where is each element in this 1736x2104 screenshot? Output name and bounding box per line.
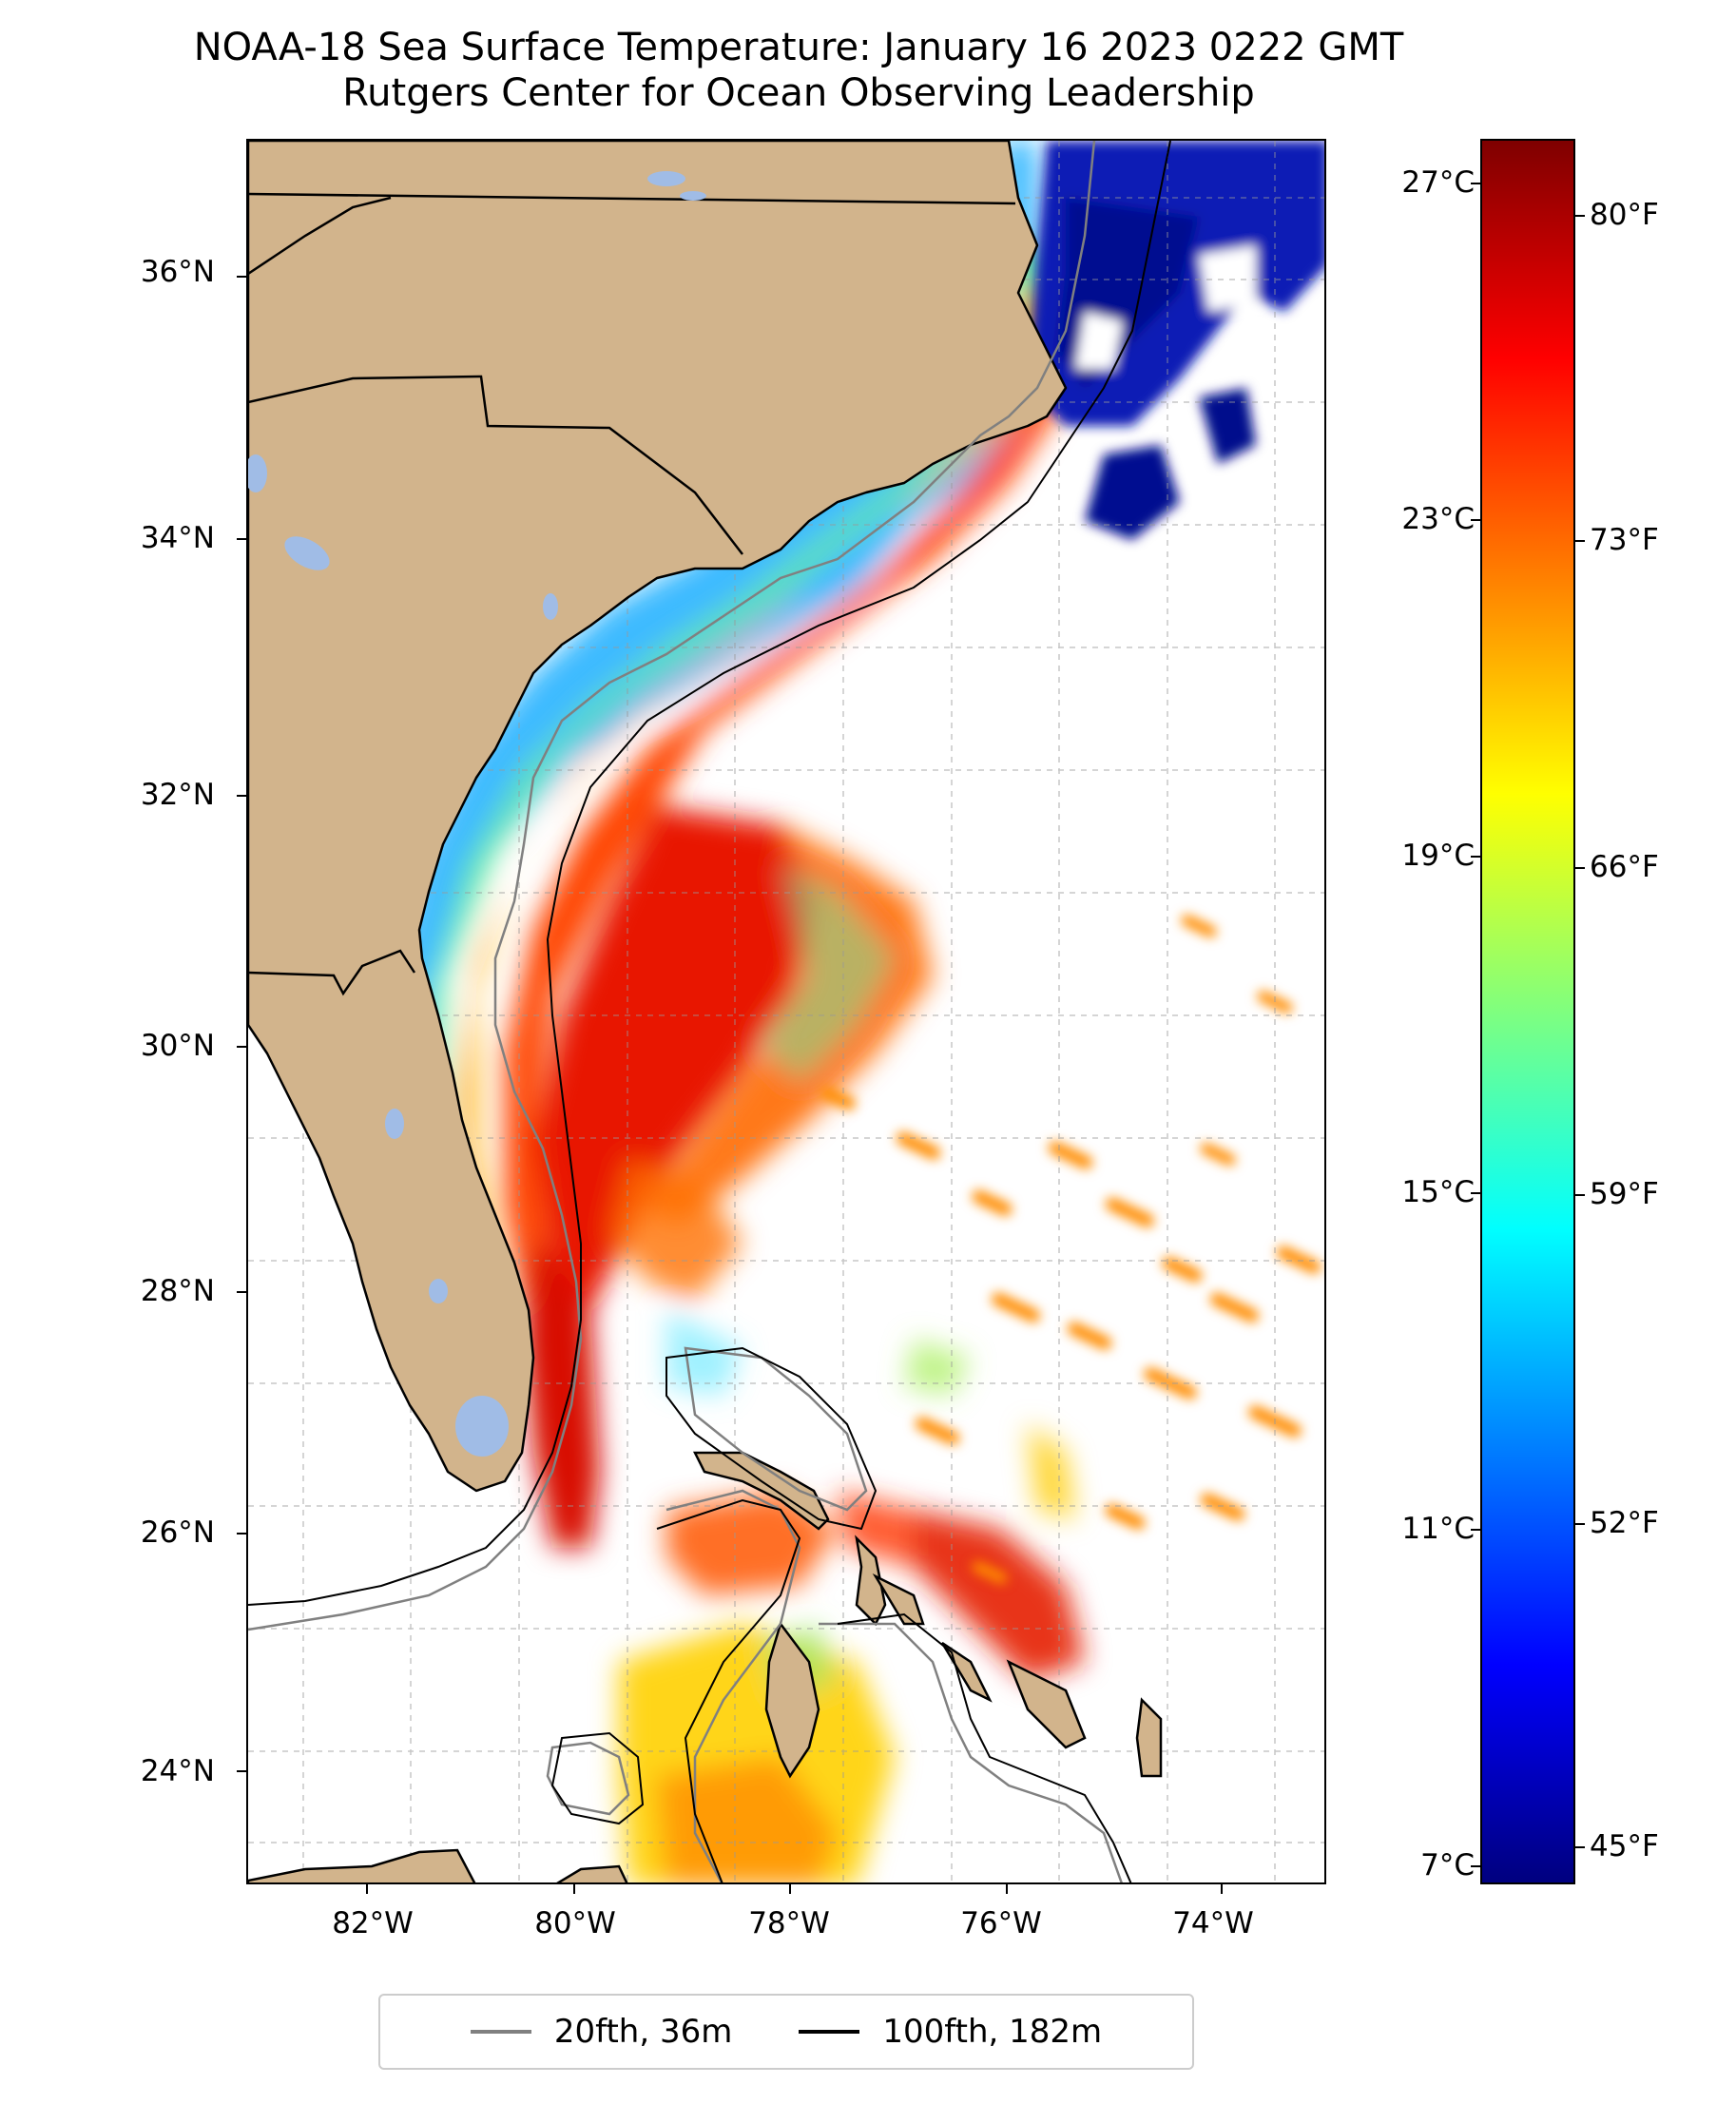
colorbar-celsius-label: 23°C bbox=[1401, 502, 1475, 536]
lon-tick bbox=[1006, 1884, 1008, 1894]
lat-tick bbox=[237, 1046, 246, 1048]
title-line-1: NOAA-18 Sea Surface Temperature: January… bbox=[193, 26, 1404, 69]
lat-tick bbox=[237, 538, 246, 540]
isobath-100fth bbox=[248, 141, 1171, 1882]
colorbar-tick bbox=[1471, 1192, 1480, 1194]
colorbar-tick bbox=[1575, 1523, 1585, 1525]
lat-label: 30°N bbox=[140, 1029, 215, 1063]
colorbar-celsius-label: 7°C bbox=[1420, 1848, 1475, 1882]
colorbar-tick bbox=[1471, 519, 1480, 521]
lat-tick bbox=[237, 276, 246, 278]
colorbar-tick bbox=[1575, 215, 1585, 217]
colorbar-tick bbox=[1575, 1194, 1585, 1196]
lon-tick bbox=[573, 1884, 575, 1894]
legend-swatch-black bbox=[799, 2030, 860, 2034]
lakes bbox=[248, 171, 706, 1457]
colorbar-celsius-label: 15°C bbox=[1401, 1175, 1475, 1209]
lon-tick bbox=[1221, 1884, 1223, 1894]
lat-label: 28°N bbox=[140, 1274, 215, 1308]
cuba-land bbox=[248, 1848, 476, 1882]
lon-label: 80°W bbox=[534, 1906, 616, 1940]
lat-tick bbox=[237, 1533, 246, 1535]
lon-label: 78°W bbox=[748, 1906, 830, 1940]
lat-label: 24°N bbox=[140, 1754, 215, 1788]
colorbar-fahrenheit-label: 52°F bbox=[1590, 1506, 1659, 1540]
legend: 20fth, 36m 100fth, 182m bbox=[378, 1994, 1194, 2070]
lon-label: 76°W bbox=[960, 1906, 1042, 1940]
title-line-2: Rutgers Center for Ocean Observing Leade… bbox=[342, 71, 1255, 115]
us-land bbox=[248, 141, 1068, 1493]
legend-label: 20fth, 36m bbox=[553, 2013, 733, 2051]
map-canvas bbox=[248, 141, 1324, 1882]
colorbar-tick bbox=[1471, 1865, 1480, 1867]
colorbar-celsius-label: 11°C bbox=[1401, 1512, 1475, 1546]
legend-label: 100fth, 182m bbox=[882, 2013, 1103, 2051]
colorbar-fahrenheit-label: 73°F bbox=[1590, 523, 1659, 557]
colorbar bbox=[1480, 139, 1575, 1884]
colorbar-celsius-label: 19°C bbox=[1401, 839, 1475, 873]
lon-label: 82°W bbox=[332, 1906, 414, 1940]
state-borders bbox=[248, 192, 1016, 996]
colorbar-fahrenheit-label: 45°F bbox=[1590, 1829, 1659, 1863]
colorbar-tick bbox=[1575, 867, 1585, 869]
lon-label: 74°W bbox=[1172, 1906, 1254, 1940]
lat-label: 32°N bbox=[140, 778, 215, 812]
colorbar-celsius-label: 27°C bbox=[1401, 165, 1475, 200]
legend-item-20fth: 20fth, 36m bbox=[470, 2013, 733, 2051]
colorbar-tick bbox=[1471, 856, 1480, 858]
colorbar-tick bbox=[1575, 540, 1585, 542]
cuba-land-east bbox=[556, 1864, 628, 1882]
legend-swatch-gray bbox=[470, 2030, 531, 2034]
colorbar-tick bbox=[1575, 1846, 1585, 1848]
bahamas-islands bbox=[692, 1451, 1163, 1779]
cold-water bbox=[1028, 141, 1324, 540]
sst-patches bbox=[820, 915, 1321, 1584]
sst-map bbox=[246, 139, 1326, 1884]
lat-label: 36°N bbox=[140, 255, 215, 289]
legend-item-100fth: 100fth, 182m bbox=[799, 2013, 1102, 2051]
colorbar-fahrenheit-label: 59°F bbox=[1590, 1177, 1659, 1211]
lat-label: 26°N bbox=[140, 1515, 215, 1550]
colorbar-tick bbox=[1471, 1529, 1480, 1531]
lon-tick bbox=[366, 1884, 368, 1894]
colorbar-fahrenheit-label: 66°F bbox=[1590, 850, 1659, 884]
lat-tick bbox=[237, 1291, 246, 1293]
lat-label: 34°N bbox=[140, 521, 215, 555]
colorbar-tick bbox=[1471, 183, 1480, 184]
colorbar-fahrenheit-label: 80°F bbox=[1590, 198, 1659, 232]
lon-tick bbox=[789, 1884, 791, 1894]
lat-tick bbox=[237, 1770, 246, 1772]
lat-tick bbox=[237, 795, 246, 797]
map-title: NOAA-18 Sea Surface Temperature: January… bbox=[0, 25, 1597, 116]
